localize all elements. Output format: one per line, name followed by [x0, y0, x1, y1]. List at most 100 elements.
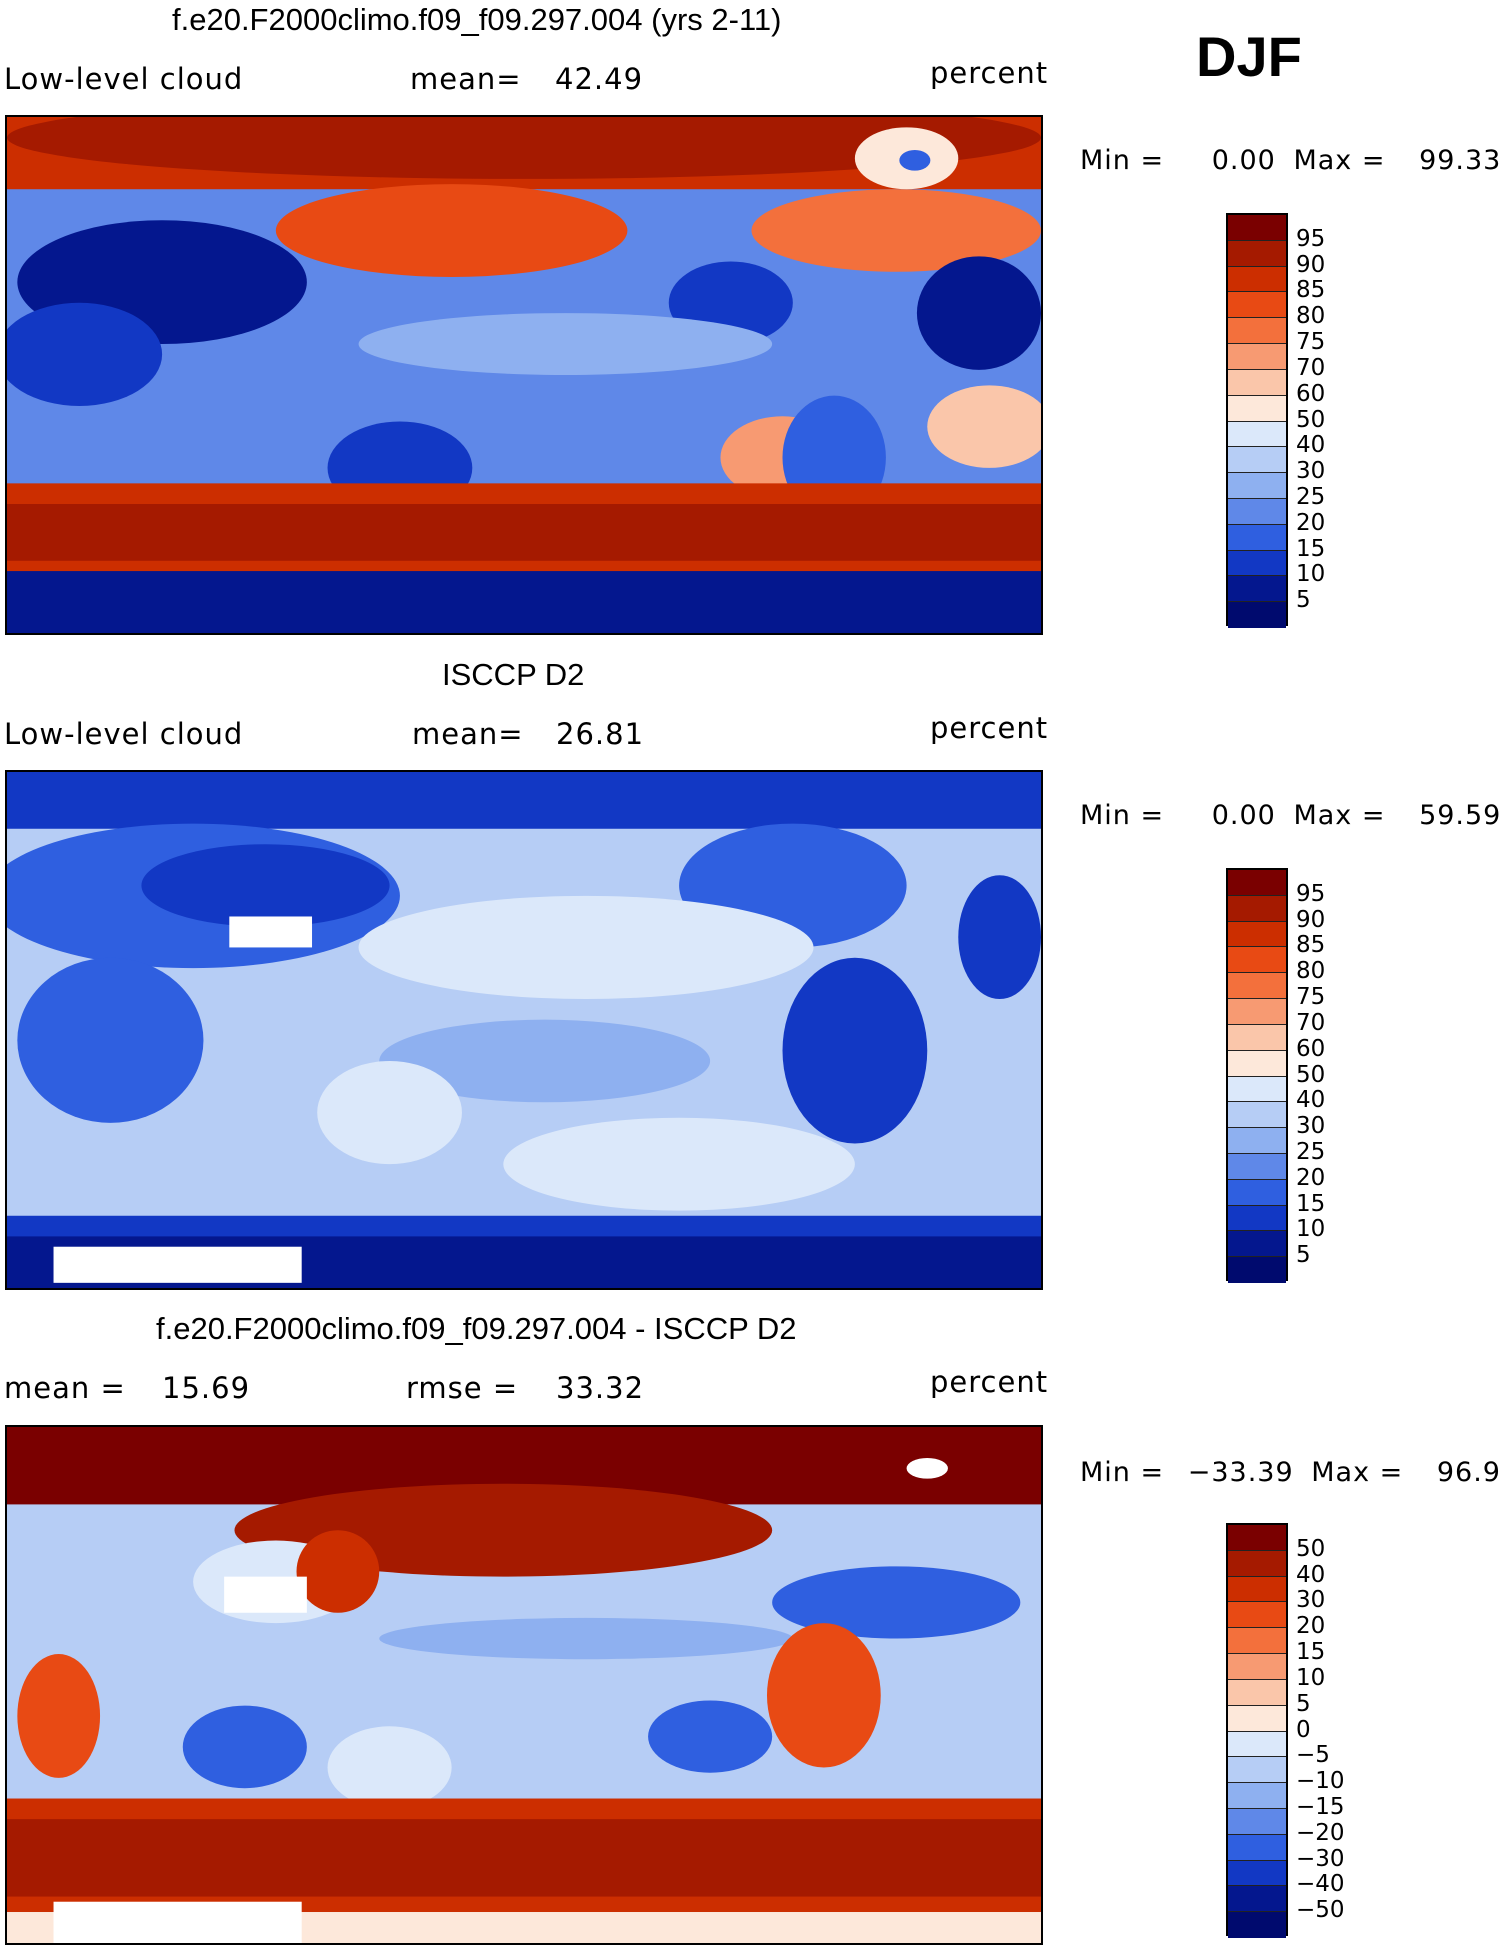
panel3-colorbar	[1226, 1523, 1288, 1938]
colorbar-segment	[1228, 292, 1286, 319]
panel1-mean-label: mean=	[410, 62, 522, 96]
colorbar-tick-label: 15	[1296, 535, 1326, 562]
colorbar-tick-label: 15	[1296, 1190, 1326, 1217]
colorbar-segment	[1228, 1912, 1286, 1938]
colorbar-segment	[1228, 1576, 1286, 1603]
colorbar-segment	[1228, 1886, 1286, 1913]
colorbar-tick-label: 80	[1296, 303, 1326, 330]
colorbar-tick-label: 30	[1296, 1587, 1326, 1614]
panel2-min-value: 0.00	[1211, 800, 1276, 831]
colorbar-tick-label: 85	[1296, 277, 1326, 304]
colorbar-segment	[1228, 973, 1286, 1000]
colorbar-segment	[1228, 344, 1286, 370]
colorbar-tick-label: −20	[1296, 1819, 1345, 1846]
colorbar-tick-label: 5	[1296, 1242, 1311, 1269]
colorbar-tick-label: 70	[1296, 1009, 1326, 1036]
colorbar-segment	[1228, 1525, 1286, 1551]
colorbar-segment	[1228, 1179, 1286, 1206]
panel1-min-value: 0.00	[1211, 145, 1276, 176]
panel3-max-label: Max =	[1311, 1457, 1404, 1488]
colorbar-tick-label: 75	[1296, 329, 1326, 356]
colorbar-segment	[1228, 1257, 1286, 1283]
colorbar-segment	[1228, 1705, 1286, 1732]
colorbar-segment	[1228, 1654, 1286, 1680]
panel3-units: percent	[930, 1365, 1049, 1399]
colorbar-tick-label: 50	[1296, 1061, 1326, 1088]
colorbar-tick-label: 0	[1296, 1716, 1311, 1743]
colorbar-tick-label: 90	[1296, 251, 1326, 278]
colorbar-segment	[1228, 1679, 1286, 1706]
colorbar-tick-label: 90	[1296, 906, 1326, 933]
colorbar-tick-label: 40	[1296, 1561, 1326, 1588]
colorbar-tick-label: 95	[1296, 880, 1326, 907]
colorbar-segment	[1228, 369, 1286, 396]
panel3-map	[5, 1425, 1043, 1945]
colorbar-segment	[1228, 318, 1286, 345]
colorbar-segment	[1228, 473, 1286, 499]
panel2-units: percent	[930, 711, 1049, 745]
colorbar-segment	[1228, 921, 1286, 948]
colorbar-segment	[1228, 1128, 1286, 1154]
panel1-map	[5, 115, 1043, 635]
colorbar-tick-label: 95	[1296, 225, 1326, 252]
panel3-title: f.e20.F2000climo.f09_f09.297.004 - ISCCP…	[156, 1311, 797, 1346]
colorbar-tick-label: 15	[1296, 1639, 1326, 1666]
colorbar-segment	[1228, 1808, 1286, 1835]
colorbar-tick-label: 60	[1296, 380, 1326, 407]
season-label: DJF	[1196, 25, 1302, 88]
colorbar-tick-label: 70	[1296, 354, 1326, 381]
colorbar-segment	[1228, 602, 1286, 628]
colorbar-segment	[1228, 266, 1286, 293]
colorbar-tick-label: 20	[1296, 1164, 1326, 1191]
panel3-min-value: −33.39	[1187, 1457, 1294, 1488]
panel1-max-label: Max =	[1293, 145, 1386, 176]
colorbar-tick-label: 20	[1296, 509, 1326, 536]
colorbar-tick-label: 50	[1296, 1535, 1326, 1562]
colorbar-tick-label: 5	[1296, 1690, 1311, 1717]
colorbar-tick-label: 25	[1296, 483, 1326, 510]
colorbar-segment	[1228, 1076, 1286, 1103]
colorbar-tick-label: −40	[1296, 1871, 1345, 1898]
panel1-title: f.e20.F2000climo.f09_f09.297.004 (yrs 2-…	[172, 2, 782, 37]
colorbar-segment	[1228, 1102, 1286, 1129]
colorbar-segment	[1228, 1550, 1286, 1577]
colorbar-tick-label: 85	[1296, 932, 1326, 959]
colorbar-tick-label: 10	[1296, 1664, 1326, 1691]
panel1-minmax: Min = 0.00 Max = 99.33	[1080, 145, 1499, 176]
colorbar-tick-label: 40	[1296, 432, 1326, 459]
panel3-rmse-value: 33.32	[556, 1371, 645, 1405]
colorbar-segment	[1228, 895, 1286, 922]
panel2-minmax: Min = 0.00 Max = 59.59	[1080, 800, 1499, 831]
panel3-minmax: Min = −33.39 Max = 96.93	[1080, 1457, 1499, 1488]
panel1-min-label: Min =	[1080, 145, 1165, 176]
colorbar-tick-label: −30	[1296, 1845, 1345, 1872]
panel1-units: percent	[930, 56, 1049, 90]
colorbar-segment	[1228, 498, 1286, 525]
colorbar-segment	[1228, 447, 1286, 474]
colorbar-segment	[1228, 870, 1286, 896]
colorbar-segment	[1228, 240, 1286, 267]
colorbar-segment	[1228, 395, 1286, 422]
panel1-max-value: 99.33	[1419, 145, 1499, 176]
colorbar-segment	[1228, 1602, 1286, 1629]
panel2-colorbar	[1226, 868, 1288, 1283]
colorbar-segment	[1228, 1860, 1286, 1887]
colorbar-tick-label: 40	[1296, 1087, 1326, 1114]
colorbar-segment	[1228, 576, 1286, 603]
colorbar-segment	[1228, 1628, 1286, 1655]
colorbar-segment	[1228, 1205, 1286, 1232]
colorbar-segment	[1228, 1050, 1286, 1077]
colorbar-tick-label: −50	[1296, 1897, 1345, 1924]
colorbar-segment	[1228, 999, 1286, 1025]
colorbar-segment	[1228, 1231, 1286, 1258]
colorbar-segment	[1228, 947, 1286, 974]
colorbar-tick-label: 50	[1296, 406, 1326, 433]
colorbar-segment	[1228, 1834, 1286, 1861]
colorbar-tick-label: 20	[1296, 1613, 1326, 1640]
colorbar-segment	[1228, 524, 1286, 551]
panel1-variable: Low-level cloud	[4, 62, 244, 96]
colorbar-segment	[1228, 1024, 1286, 1051]
colorbar-tick-label: 30	[1296, 1113, 1326, 1140]
panel2-contour-plot	[7, 772, 1041, 1288]
panel2-variable: Low-level cloud	[4, 717, 244, 751]
